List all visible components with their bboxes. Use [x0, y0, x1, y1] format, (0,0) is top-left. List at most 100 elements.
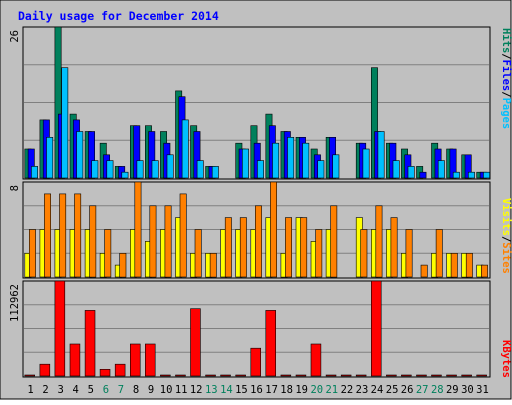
day-label-11: 11: [175, 384, 188, 396]
bar-kbytes-day-23: [355, 374, 367, 377]
day-label-18: 18: [280, 384, 293, 396]
day-label-20: 20: [310, 384, 323, 396]
day-label-4: 4: [73, 384, 79, 396]
bar-pages-day-8: [136, 160, 144, 179]
day-label-15: 15: [235, 384, 248, 396]
bar-sites-day-25: [390, 217, 398, 278]
day-label-5: 5: [88, 384, 94, 396]
day-label-2: 2: [42, 384, 48, 396]
legend-item: KBytes: [500, 340, 512, 378]
day-label-17: 17: [265, 384, 278, 396]
bar-kbytes-day-17: [265, 310, 276, 377]
bar-kbytes-day-16: [250, 347, 262, 377]
bar-sites-day-19: [300, 217, 308, 278]
bar-sites-day-30: [465, 253, 473, 278]
bar-sites-day-16: [255, 205, 262, 278]
bar-sites-day-3: [59, 193, 67, 278]
bar-kbytes-day-26: [401, 374, 412, 377]
bar-kbytes-day-12: [190, 308, 201, 377]
bar-pages-day-30: [467, 171, 475, 179]
panel-sites-frame: [22, 181, 491, 279]
bar-kbytes-day-4: [69, 343, 81, 377]
bar-kbytes-day-7: [114, 363, 126, 377]
bars: [24, 26, 490, 377]
bar-kbytes-day-2: [39, 363, 51, 377]
bar-sites-day-11: [179, 193, 187, 278]
day-label-27: 27: [416, 384, 429, 396]
bar-sites-day-6: [104, 229, 112, 278]
bar-pages-day-25: [392, 160, 400, 179]
ymax-label-hits: 26: [9, 30, 21, 43]
bar-kbytes-day-8: [130, 343, 141, 377]
bar-kbytes-day-13: [205, 374, 216, 377]
day-label-10: 10: [160, 384, 173, 396]
day-label-24: 24: [371, 384, 384, 396]
bar-kbytes-day-25: [386, 374, 397, 377]
legend-item: /: [500, 236, 512, 242]
bar-sites-day-10: [164, 205, 172, 278]
bar-kbytes-day-19: [295, 374, 307, 377]
bar-pages-day-17: [272, 142, 280, 179]
bar-sites-day-7: [119, 253, 127, 278]
bar-kbytes-day-21: [325, 374, 337, 377]
bar-pages-day-5: [91, 160, 99, 179]
bar-sites-day-31: [480, 264, 488, 278]
day-label-9: 9: [148, 384, 154, 396]
legend-item: /: [500, 53, 512, 59]
bar-pages-day-24: [377, 131, 385, 179]
bar-pages-day-1: [31, 166, 38, 179]
bar-kbytes-day-27: [416, 374, 427, 377]
bar-kbytes-day-29: [446, 374, 457, 377]
bar-sites-day-4: [74, 193, 82, 278]
bar-pages-day-15: [242, 148, 249, 179]
bar-sites-day-17: [270, 181, 277, 278]
bar-kbytes-day-18: [280, 374, 292, 377]
bar-sites-day-23: [360, 229, 368, 278]
bar-kbytes-day-6: [99, 368, 111, 377]
bar-sites-day-8: [134, 181, 142, 278]
bar-sites-day-5: [89, 205, 97, 278]
bar-kbytes-day-20: [310, 343, 322, 377]
bar-sites-day-29: [450, 253, 458, 278]
day-label-8: 8: [133, 384, 139, 396]
x-axis-labels: 1 2 3 4 5 6 7 8 9 10 11 12 13 14 15 16 17 18 19 20 21 22 23 24 2…: [27, 384, 488, 396]
bar-pages-day-29: [452, 171, 460, 179]
bar-sites-day-14: [224, 217, 232, 278]
bar-kbytes-day-5: [84, 310, 96, 377]
day-label-25: 25: [386, 384, 399, 396]
bar-sites-day-27: [420, 264, 428, 278]
legend-sites_visits: Visits/Sites: [500, 198, 512, 274]
legend-item: Sites: [500, 242, 512, 274]
bar-kbytes-day-9: [145, 343, 156, 377]
day-label-16: 16: [250, 384, 263, 396]
bar-pages-day-19: [302, 142, 310, 179]
bar-sites-day-12: [194, 229, 202, 278]
bar-kbytes-day-3: [54, 280, 66, 377]
day-label-14: 14: [220, 384, 233, 396]
bar-sites-day-21: [330, 205, 338, 278]
ymax-label-kbytes: 112962: [9, 284, 21, 322]
bar-pages-day-20: [317, 160, 325, 179]
bar-pages-day-11: [181, 119, 189, 179]
day-label-13: 13: [205, 384, 218, 396]
bar-pages-day-28: [437, 160, 445, 179]
bar-kbytes-day-28: [431, 374, 442, 377]
day-label-29: 29: [446, 384, 459, 396]
bar-pages-day-13: [211, 166, 219, 179]
day-label-19: 19: [295, 384, 308, 396]
bar-files-day-27: [419, 171, 427, 179]
bar-pages-day-9: [151, 160, 159, 179]
day-label-28: 28: [431, 384, 444, 396]
legend-item: Pages: [500, 98, 512, 130]
bar-pages-day-26: [407, 166, 415, 179]
bar-pages-day-2: [46, 137, 54, 179]
bar-kbytes-day-31: [476, 374, 487, 377]
bar-pages-day-23: [362, 148, 370, 179]
bar-kbytes-day-24: [370, 280, 382, 377]
bar-kbytes-day-30: [461, 374, 472, 377]
bar-pages-day-7: [121, 171, 129, 179]
bar-sites-day-28: [435, 229, 443, 278]
bar-pages-day-10: [166, 154, 174, 179]
day-label-7: 7: [118, 384, 124, 396]
